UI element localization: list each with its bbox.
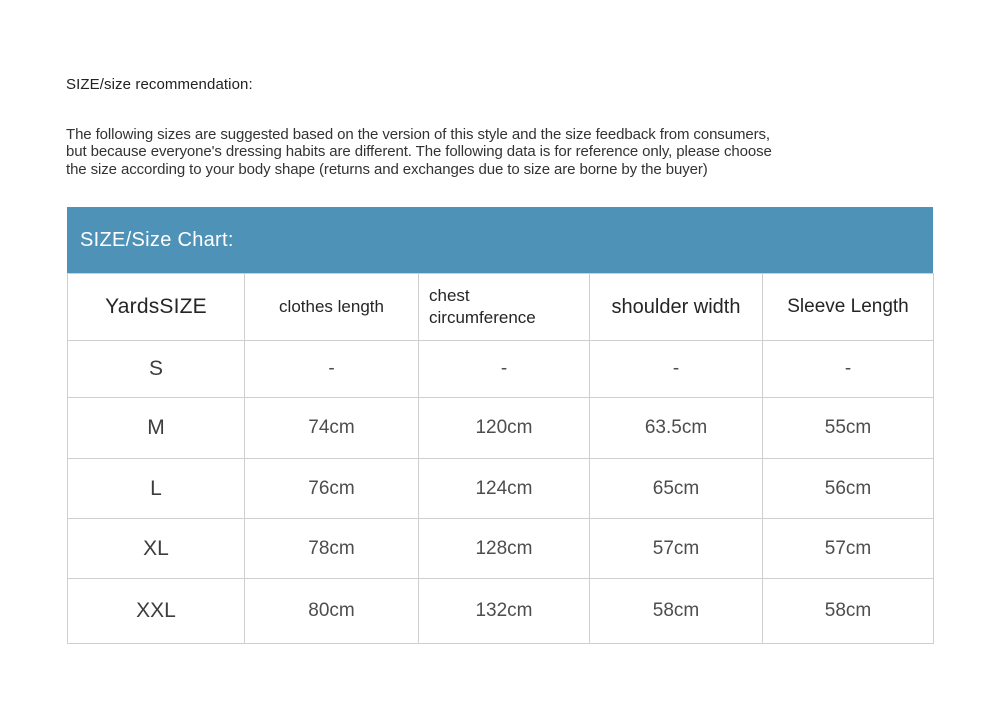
chest-circumference-cell: 120cm — [418, 397, 590, 459]
chest-circumference-cell: 132cm — [418, 578, 590, 644]
shoulder-width-cell: 63.5cm — [589, 397, 763, 459]
size-cell: L — [67, 458, 245, 519]
size-recommendation-heading: SIZE/size recommendation: — [66, 76, 253, 93]
table-header-row: YardsSIZE clothes length chest circumfer… — [67, 273, 934, 341]
shoulder-width-cell: 65cm — [589, 458, 763, 519]
paragraph-line: but because everyone's dressing habits a… — [66, 143, 772, 161]
size-chart-table: YardsSIZE clothes length chest circumfer… — [67, 273, 934, 644]
clothes-length-cell: 74cm — [244, 397, 419, 459]
chest-circumference-cell: 128cm — [418, 518, 590, 579]
column-header-shoulder-width: shoulder width — [589, 273, 763, 341]
table-row-size-s: S - - - - — [67, 340, 934, 398]
table-row-size-xxl: XXL 80cm 132cm 58cm 58cm — [67, 578, 934, 644]
column-header-chest-circumference-label: chest circumference — [429, 285, 536, 327]
paragraph-line: the size according to your body shape (r… — [66, 160, 708, 178]
size-chart-title-bar: SIZE/Size Chart: — [67, 207, 933, 273]
chest-circumference-cell: - — [418, 340, 590, 398]
paragraph-line: The following sizes are suggested based … — [66, 126, 770, 143]
clothes-length-cell: 80cm — [244, 578, 419, 644]
size-chart-title: SIZE/Size Chart: — [80, 228, 234, 251]
column-header-chest-circumference: chest circumference — [418, 273, 590, 341]
shoulder-width-cell: 57cm — [589, 518, 763, 579]
size-cell: XXL — [67, 578, 245, 644]
chest-circumference-cell: 124cm — [418, 458, 590, 519]
clothes-length-cell: 78cm — [244, 518, 419, 579]
column-header-sleeve-length: Sleeve Length — [762, 273, 934, 341]
column-header-shoulder-width-label: shoulder width — [611, 295, 741, 318]
size-cell: XL — [67, 518, 245, 579]
size-disclaimer-paragraph: The following sizes are suggested based … — [66, 126, 946, 178]
shoulder-width-cell: 58cm — [589, 578, 763, 644]
table-row-size-l: L 76cm 124cm 65cm 56cm — [67, 458, 934, 519]
sleeve-length-cell: 57cm — [762, 518, 934, 579]
sleeve-length-cell: 56cm — [762, 458, 934, 519]
sleeve-length-cell: 58cm — [762, 578, 934, 644]
size-cell: M — [67, 397, 245, 459]
table-row-size-m: M 74cm 120cm 63.5cm 55cm — [67, 397, 934, 459]
sleeve-length-cell: 55cm — [762, 397, 934, 459]
size-cell: S — [67, 340, 245, 398]
clothes-length-cell: - — [244, 340, 419, 398]
table-row-size-xl: XL 78cm 128cm 57cm 57cm — [67, 518, 934, 579]
column-header-yards-size: YardsSIZE — [67, 273, 245, 341]
clothes-length-cell: 76cm — [244, 458, 419, 519]
sleeve-length-cell: - — [762, 340, 934, 398]
shoulder-width-cell: - — [589, 340, 763, 398]
column-header-clothes-length: clothes length — [244, 273, 419, 341]
